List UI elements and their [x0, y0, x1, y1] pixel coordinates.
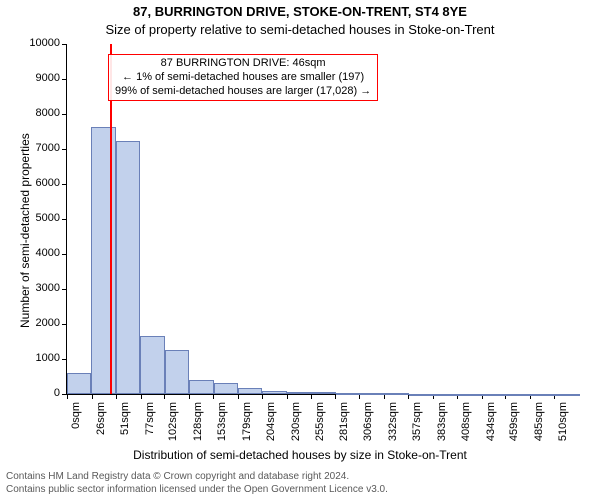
histogram-bar [531, 394, 555, 396]
x-tick-label: 434sqm [485, 402, 497, 446]
x-tick-label: 128sqm [192, 402, 204, 446]
x-tick-label: 357sqm [411, 402, 423, 446]
histogram-bar [311, 392, 335, 394]
footer-line: Contains HM Land Registry data © Crown c… [6, 471, 388, 484]
histogram-bar [67, 373, 91, 394]
histogram-bar [556, 394, 580, 396]
histogram-bar [262, 391, 286, 394]
y-tick-label: 9000 [16, 72, 60, 84]
histogram-bar [91, 127, 115, 394]
x-tick-label: 332sqm [387, 402, 399, 446]
y-tick-label: 2000 [16, 317, 60, 329]
y-tick-label: 3000 [16, 282, 60, 294]
x-tick-label: 383sqm [436, 402, 448, 446]
y-tick-label: 4000 [16, 247, 60, 259]
x-tick-label: 102sqm [167, 402, 179, 446]
histogram-bar [140, 336, 164, 394]
histogram-bar [433, 394, 457, 396]
histogram-bar [116, 141, 140, 394]
footer-attribution: Contains HM Land Registry data © Crown c… [6, 471, 388, 496]
histogram-bar [165, 350, 189, 394]
x-tick-label: 153sqm [216, 402, 228, 446]
annotation-line: 87 BURRINGTON DRIVE: 46sqm [115, 57, 371, 71]
footer-line: Contains public sector information licen… [6, 484, 388, 497]
y-axis-label: Number of semi-detached properties [18, 133, 32, 328]
x-tick-label: 408sqm [460, 402, 472, 446]
annotation-line: ← 1% of semi-detached houses are smaller… [115, 71, 371, 85]
y-tick-label: 5000 [16, 212, 60, 224]
x-tick-label: 26sqm [95, 402, 107, 446]
x-tick-label: 281sqm [338, 402, 350, 446]
histogram-bar [287, 392, 311, 394]
x-tick-label: 306sqm [362, 402, 374, 446]
histogram-bar [238, 388, 262, 394]
x-tick-label: 77sqm [144, 402, 156, 446]
x-tick-label: 485sqm [533, 402, 545, 446]
x-axis-label: Distribution of semi-detached houses by … [0, 448, 600, 462]
y-tick-label: 10000 [16, 37, 60, 49]
y-tick-label: 6000 [16, 177, 60, 189]
histogram-bar [336, 393, 360, 395]
x-tick-label: 230sqm [290, 402, 302, 446]
x-tick-label: 179sqm [241, 402, 253, 446]
x-tick-label: 510sqm [557, 402, 569, 446]
x-tick-label: 255sqm [314, 402, 326, 446]
y-tick-label: 7000 [16, 142, 60, 154]
histogram-bar [214, 383, 238, 394]
y-tick-label: 0 [16, 387, 60, 399]
x-tick-label: 51sqm [119, 402, 131, 446]
histogram-bar [189, 380, 213, 394]
histogram-bar [360, 393, 384, 395]
annotation-box: 87 BURRINGTON DRIVE: 46sqm← 1% of semi-d… [108, 54, 378, 101]
histogram-bar [385, 393, 409, 395]
page-title: 87, BURRINGTON DRIVE, STOKE-ON-TRENT, ST… [0, 4, 600, 19]
y-tick-label: 1000 [16, 352, 60, 364]
histogram-bar [409, 394, 433, 396]
x-tick-label: 0sqm [70, 402, 82, 446]
histogram-bar [482, 394, 506, 396]
histogram-bar [458, 394, 482, 396]
annotation-line: 99% of semi-detached houses are larger (… [115, 85, 371, 99]
x-tick-label: 204sqm [265, 402, 277, 446]
page-subtitle: Size of property relative to semi-detach… [0, 22, 600, 37]
x-tick-label: 459sqm [508, 402, 520, 446]
y-tick-label: 8000 [16, 107, 60, 119]
histogram-bar [507, 394, 531, 396]
